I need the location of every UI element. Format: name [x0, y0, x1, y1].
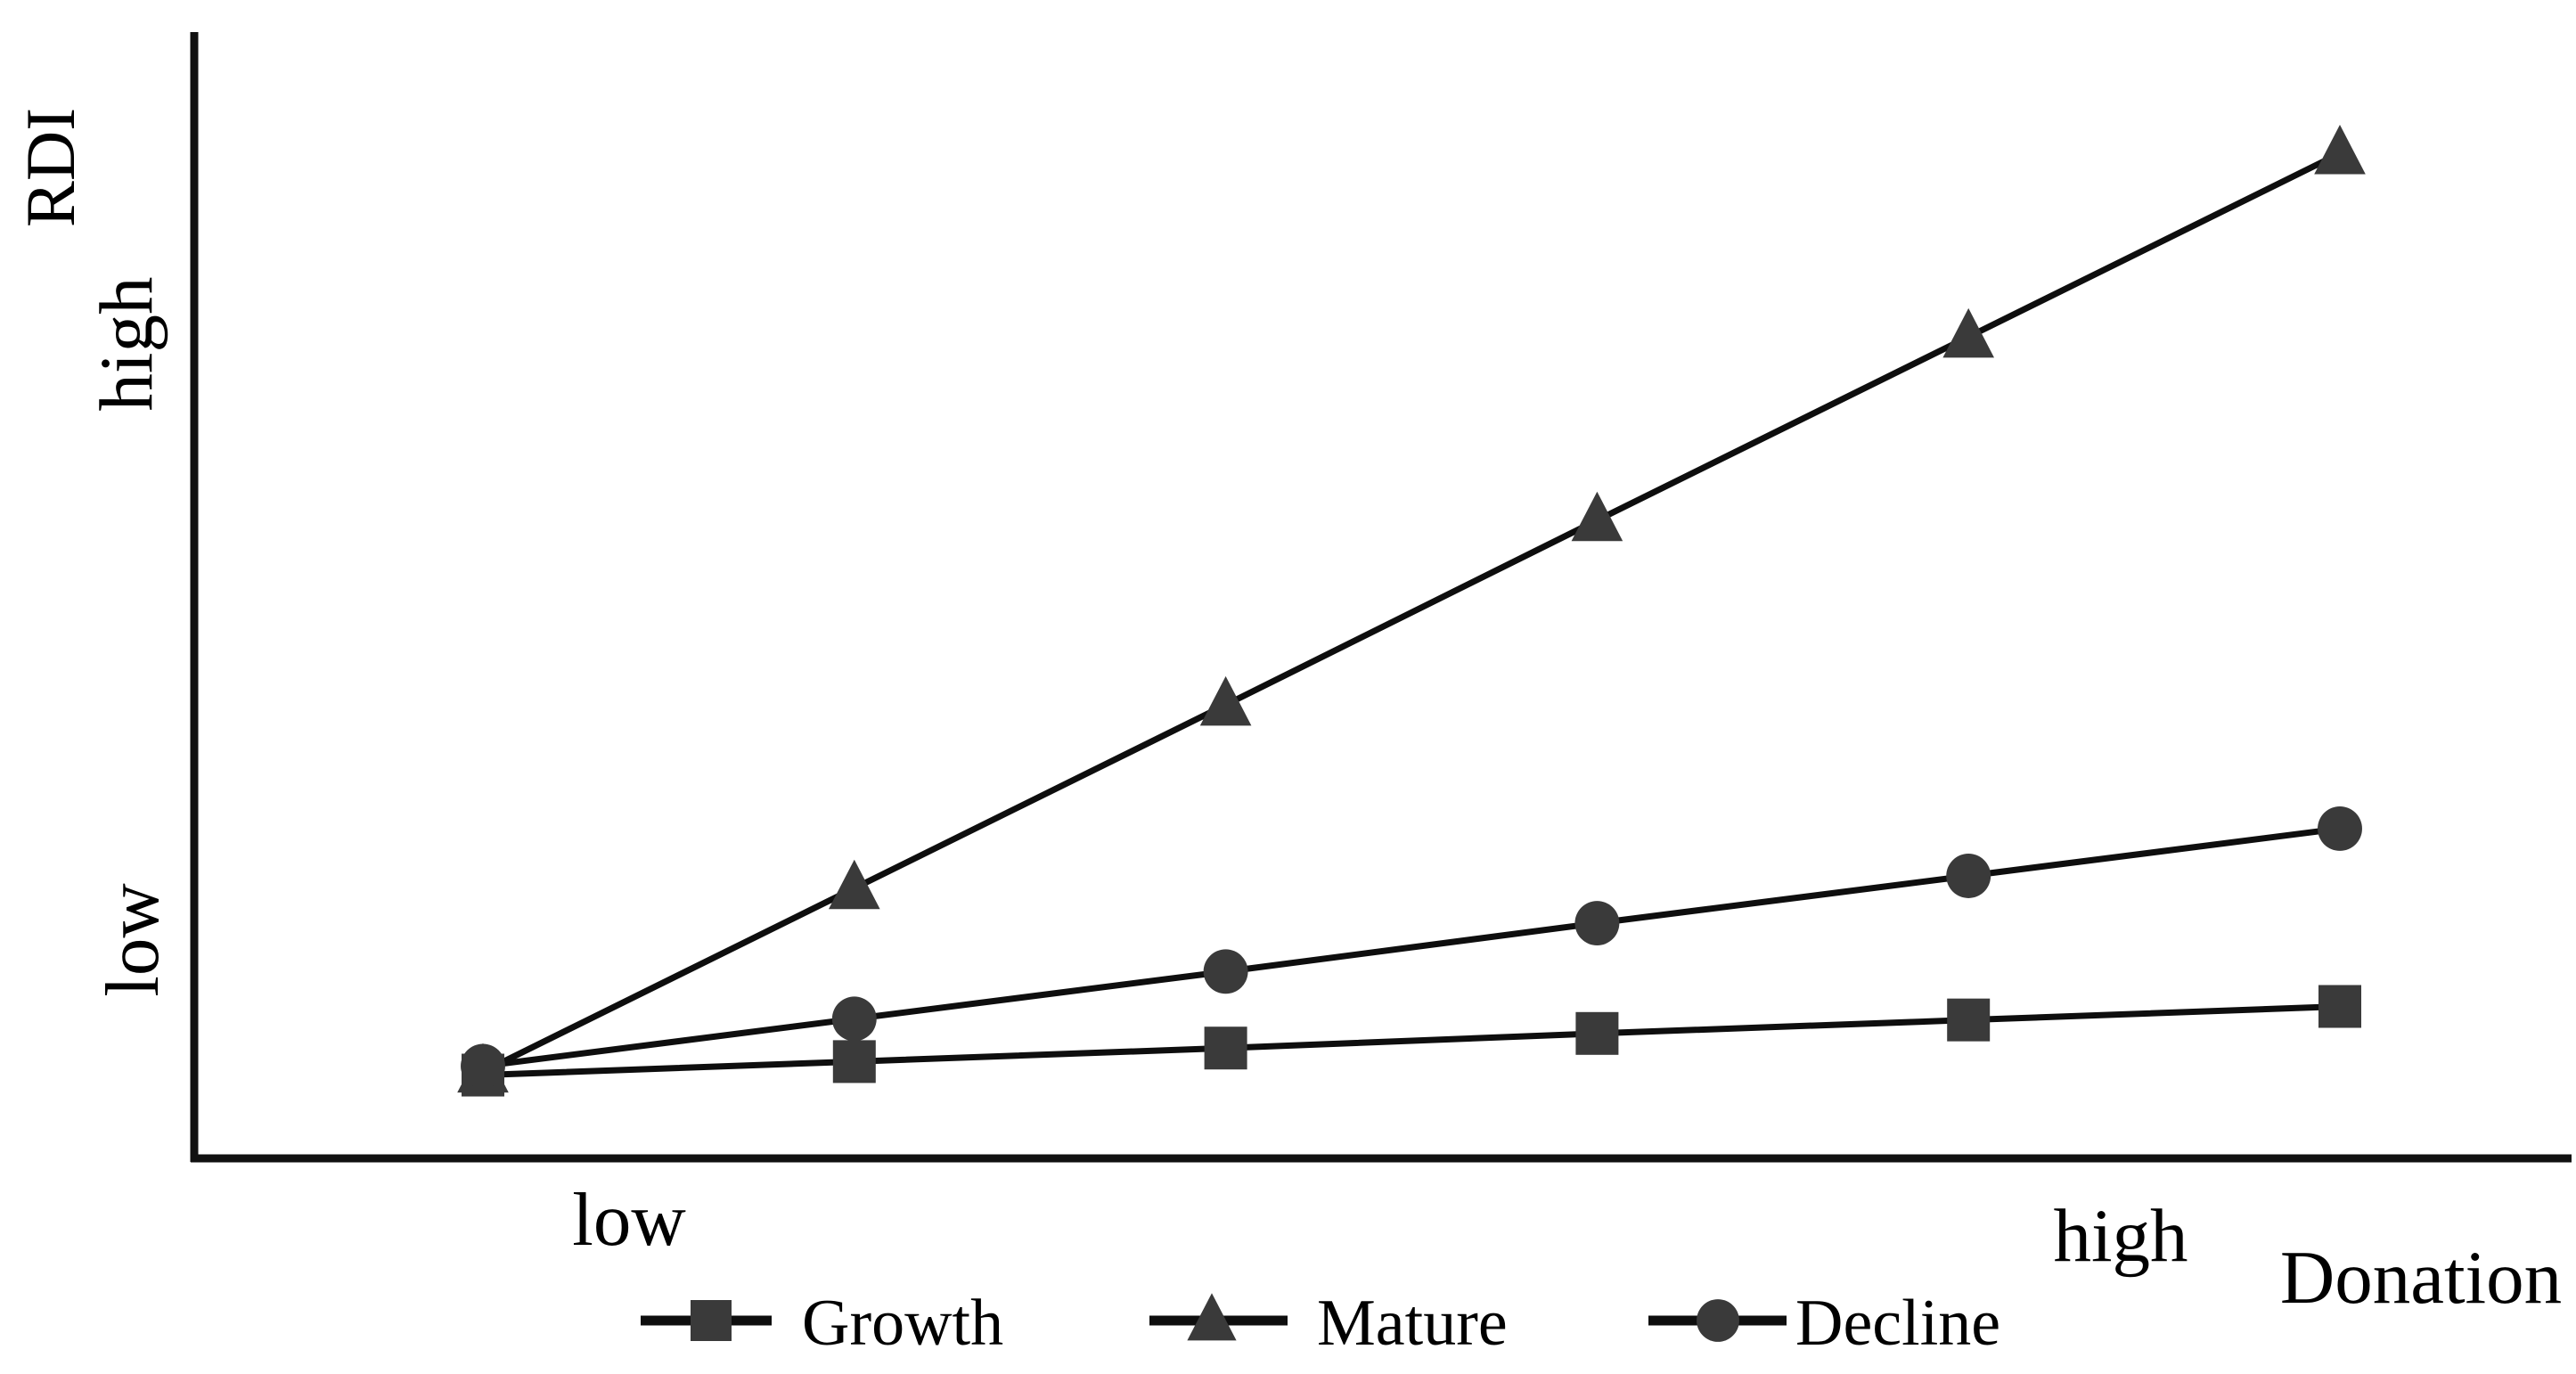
- square-marker-growth: [832, 1040, 876, 1084]
- circle-marker-decline: [461, 1043, 505, 1089]
- x-axis-title: Donation: [2280, 1236, 2562, 1320]
- legend-circle-icon: [1697, 1299, 1739, 1342]
- series-line-growth: [482, 1002, 2341, 1079]
- circle-marker-decline: [1574, 901, 1620, 945]
- y-tick-high: high: [85, 276, 168, 411]
- legend-label-decline: Decline: [1795, 1287, 2000, 1360]
- series-line-decline: [482, 825, 2341, 1069]
- y-axis-title: RDI: [12, 108, 89, 227]
- legend-item-decline: Decline: [1648, 1287, 2000, 1360]
- circle-marker-decline: [831, 996, 877, 1042]
- legend-label-growth: Growth: [802, 1287, 1003, 1360]
- triangle-marker-mature: [829, 859, 880, 910]
- circle-marker-decline: [2318, 806, 2362, 851]
- legend-triangle-icon: [1187, 1293, 1237, 1341]
- legend: Growth Mature Decline: [641, 1287, 2000, 1360]
- x-tick-high: high: [2053, 1194, 2188, 1278]
- triangle-marker-mature: [2314, 125, 2366, 175]
- square-marker-growth: [1575, 1011, 1619, 1055]
- triangle-marker-mature: [1199, 675, 1252, 726]
- legend-square-icon: [691, 1300, 732, 1341]
- triangle-marker-mature: [1942, 307, 1994, 358]
- legend-label-mature: Mature: [1317, 1287, 1508, 1360]
- circle-marker-decline: [1203, 949, 1248, 994]
- y-tick-low: low: [91, 883, 175, 997]
- square-marker-growth: [1947, 998, 1991, 1042]
- series-layer: [457, 125, 2366, 1097]
- triangle-marker-mature: [1571, 491, 1623, 542]
- series-line-mature: [481, 151, 2342, 1075]
- legend-item-mature: Mature: [1149, 1287, 1508, 1360]
- square-marker-growth: [1204, 1026, 1247, 1070]
- x-tick-low: low: [572, 1178, 686, 1262]
- square-marker-growth: [2318, 985, 2361, 1028]
- legend-item-growth: Growth: [641, 1287, 1003, 1360]
- circle-marker-decline: [1946, 854, 1991, 898]
